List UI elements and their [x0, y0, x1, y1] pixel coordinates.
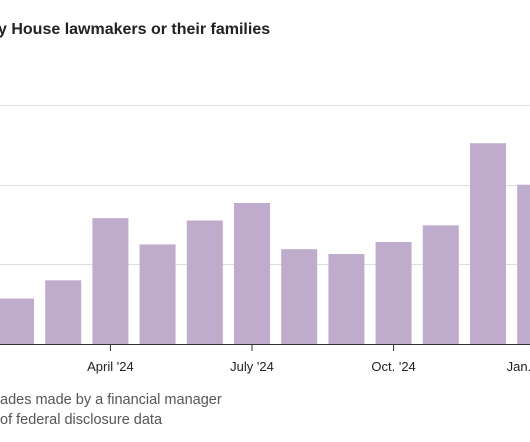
bar-9 — [422, 225, 459, 344]
bar-2 — [92, 218, 129, 344]
x-tick-label-0: April '24 — [87, 359, 134, 374]
bar-3 — [139, 244, 176, 344]
chart-title: y House lawmakers or their families — [0, 21, 271, 38]
bar-5 — [234, 203, 270, 344]
bar-6 — [281, 249, 318, 344]
source-note-line-2: of federal disclosure data — [0, 412, 163, 428]
bar-1 — [45, 280, 82, 344]
source-note-line-1: ades made by a financial manager — [0, 392, 222, 408]
x-tick-label-1: July '24 — [230, 359, 274, 374]
x-tick-label-3: Jan. 2025 — [507, 359, 530, 374]
bar-11 — [517, 184, 530, 344]
bar-7 — [328, 254, 365, 344]
x-tick-label-2: Oct. '24 — [371, 359, 415, 374]
bars — [0, 143, 530, 344]
bar-0 — [0, 298, 34, 344]
bar-4 — [186, 220, 223, 344]
x-axis: April '24 July '24 Oct. '24 Jan. 2025 — [0, 344, 530, 374]
bar-10 — [470, 143, 506, 344]
bar-8 — [375, 242, 412, 344]
